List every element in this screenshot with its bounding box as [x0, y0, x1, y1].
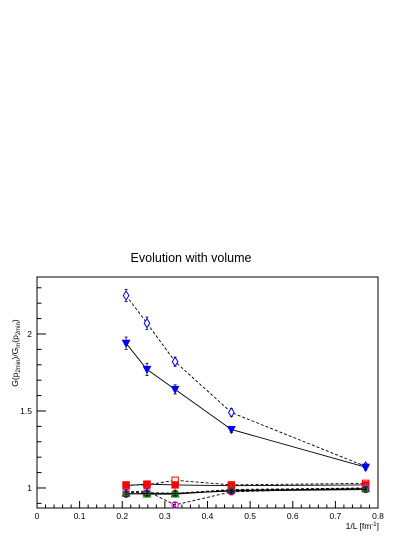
data-point [361, 463, 371, 473]
x-axis-label: 1/L [fm-1] [346, 521, 379, 531]
data-point [171, 489, 179, 498]
x-tick-label: 0.8 [372, 511, 384, 521]
y-tick-label: 2 [27, 329, 32, 339]
x-tick-label: 0.3 [159, 511, 171, 521]
data-point [361, 485, 370, 494]
data-point [143, 489, 151, 498]
data-point [122, 290, 130, 301]
x-tick-label: 0.1 [74, 511, 86, 521]
data-point [142, 365, 152, 375]
x-tick-label: 0.2 [116, 511, 128, 521]
data-point [122, 490, 130, 498]
y-tick-label: 1 [27, 483, 32, 493]
data-point [170, 385, 180, 395]
series-line [126, 487, 366, 494]
x-tick-label: 0 [35, 511, 40, 521]
x-tick-label: 0.5 [244, 511, 256, 521]
axes: 0 0.1 0.2 0.3 0.4 0.5 0.6 0.7 0.8 1 1.5 2 [20, 276, 384, 521]
series-line [126, 479, 366, 486]
data-point [227, 487, 236, 495]
data-point [143, 480, 151, 488]
data-point [143, 317, 151, 329]
series-3 [122, 476, 370, 489]
x-tick-label: 0.6 [287, 511, 299, 521]
x-tick-label: 0.7 [329, 511, 341, 521]
series-8 [122, 485, 370, 498]
x-tick-label: 0.4 [202, 511, 214, 521]
series-line [125, 342, 366, 468]
chart-title: Evolution with volume [131, 251, 252, 265]
series-line [125, 295, 366, 467]
y-tick-label: 1.5 [20, 406, 32, 416]
series-1 [122, 288, 370, 472]
plot-frame [36, 276, 379, 509]
data-point [226, 425, 236, 435]
series-layer [121, 288, 371, 509]
y-axis-label: G(p2min)/Gm(p2min) [10, 319, 22, 387]
series-2 [121, 336, 371, 473]
data-point [121, 339, 131, 349]
data-point [171, 501, 179, 509]
data-point [171, 356, 179, 368]
data-point [171, 481, 179, 489]
data-point [227, 407, 235, 418]
